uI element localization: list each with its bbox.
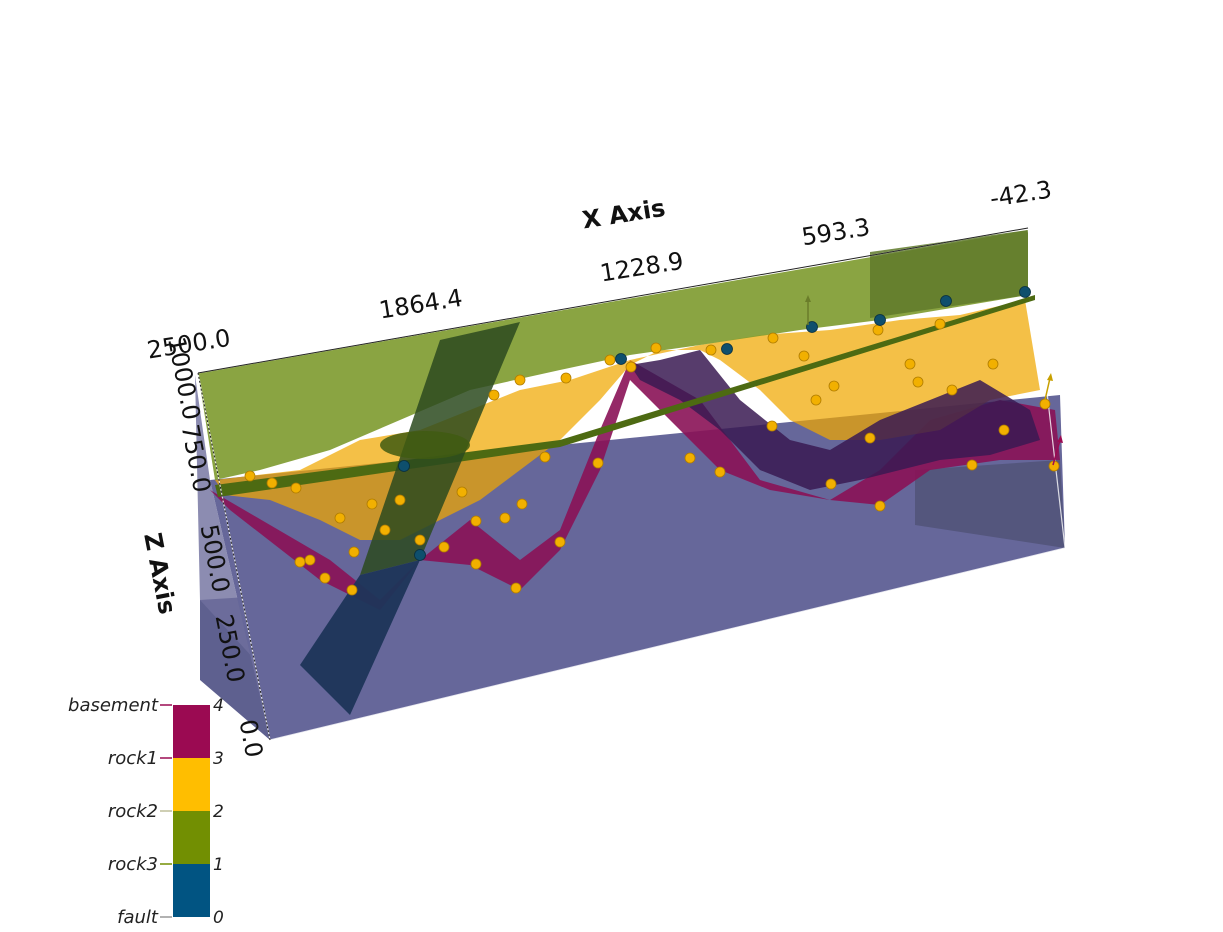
fault-plane-lower [300,560,420,715]
legend-swatch-rock3 [173,864,210,917]
legend-tick-0: 0 [213,908,224,928]
rock1-surface-point [912,376,924,388]
x-tick-label: -42.3 [988,175,1054,212]
rock1-surface-point [290,482,302,494]
legend-swatch-basement [173,705,210,758]
fault-surface-point [1019,286,1031,298]
rock1-surface-point [470,515,482,527]
surface-points [244,286,1060,596]
z-tick-label: 0.0 [233,717,268,760]
rock1-surface-point [625,361,637,373]
rock1-surface-point [516,498,528,510]
rock1-surface-point [470,558,482,570]
legend-tick-4: 4 [213,696,224,716]
rock1-surface-point [348,546,360,558]
fault-green-blob [380,431,470,459]
rock1-surface-point [438,541,450,553]
rock1-surface-point [874,500,886,512]
rock1-surface-point [304,554,316,566]
rock1-surface-point [714,466,726,478]
legend-label-fault: fault [117,907,159,928]
legend-label-rock3: rock3 [108,854,158,875]
rock1-surface-point [828,380,840,392]
fault-surface-point [806,321,818,333]
rock1-surface-point [825,478,837,490]
rock1-surface-point [514,374,526,386]
rock2-upper-right-shade [870,230,1028,318]
rock1-surface-point [334,512,346,524]
rock1-surface-point [934,318,946,330]
legend-label-basement: basement [68,695,159,716]
orientation-arrows [805,295,1063,466]
rock1-surface-point [366,498,378,510]
legend-swatch-rock1 [173,758,210,811]
fault-surface-point [940,295,952,307]
x-tick-label: 1864.4 [377,284,464,325]
rock1-surface-point [294,556,306,568]
rock1-surface-point [998,424,1010,436]
x-axis-title: X Axis [580,194,667,235]
legend-swatch-rock2 [173,811,210,864]
legend-tick-1: 1 [213,855,224,875]
rock1-surface-point [510,582,522,594]
rock1-surface-point [592,457,604,469]
rock1-surface-point [650,342,662,354]
x-tick-label: 593.3 [800,213,872,251]
rock1-surface-point [346,584,358,596]
rock1-surface-point [946,384,958,396]
z-axis-title: Z Axis [138,530,181,616]
legend-tick-3: 3 [213,749,224,769]
rock1-surface-point [604,354,616,366]
rock1-surface-point [266,477,278,489]
rock3-thin-layer [215,295,1035,497]
rock1-surface-point [488,389,500,401]
rock1-surface-point [244,470,256,482]
rock1-surface-point [904,358,916,370]
rock1-surface-point [705,344,717,356]
box-right-face [915,460,1065,548]
rock1-surface-point [379,524,391,536]
basement-surface [210,360,1060,610]
legend-label-rock2: rock2 [108,801,158,822]
fault-surface-point [874,314,886,326]
rock1-surface-point [560,372,572,384]
rock1-surface-point [1039,398,1051,410]
rock1-surface-point [864,432,876,444]
rock1-surface-point [767,332,779,344]
scalar-bar-legend: basement rock1 rock2 rock3 fault 4 3 2 1… [68,695,224,928]
basement-dark-surface [630,350,1040,490]
rock1-surface-point [966,459,978,471]
rock1-surface-point [798,350,810,362]
rock1-surface-point [456,486,468,498]
rock1-surface-point [554,536,566,548]
rock1-surface-point [319,572,331,584]
rock1-surface-point [987,358,999,370]
rock1-surface-point [414,534,426,546]
rock1-surface-point [539,451,551,463]
rock1-surface-point [872,324,884,336]
rock1-surface-point [684,452,696,464]
fault-plane [300,322,520,715]
rock1-surface-point [499,512,511,524]
rock2-top-layer [198,230,1028,480]
fault-surface-point [615,353,627,365]
legend-tick-2: 2 [213,802,224,822]
rock1-surface-point [394,494,406,506]
x-tick-label: 1228.9 [598,247,685,288]
fault-surface-point [398,460,410,472]
bounding-box-edges [197,227,1029,741]
fault-surface-point [414,549,426,561]
fault-surface-point [721,343,733,355]
rock1-surface-point [810,394,822,406]
legend-label-rock1: rock1 [108,748,158,769]
rock1-surface-point [766,420,778,432]
